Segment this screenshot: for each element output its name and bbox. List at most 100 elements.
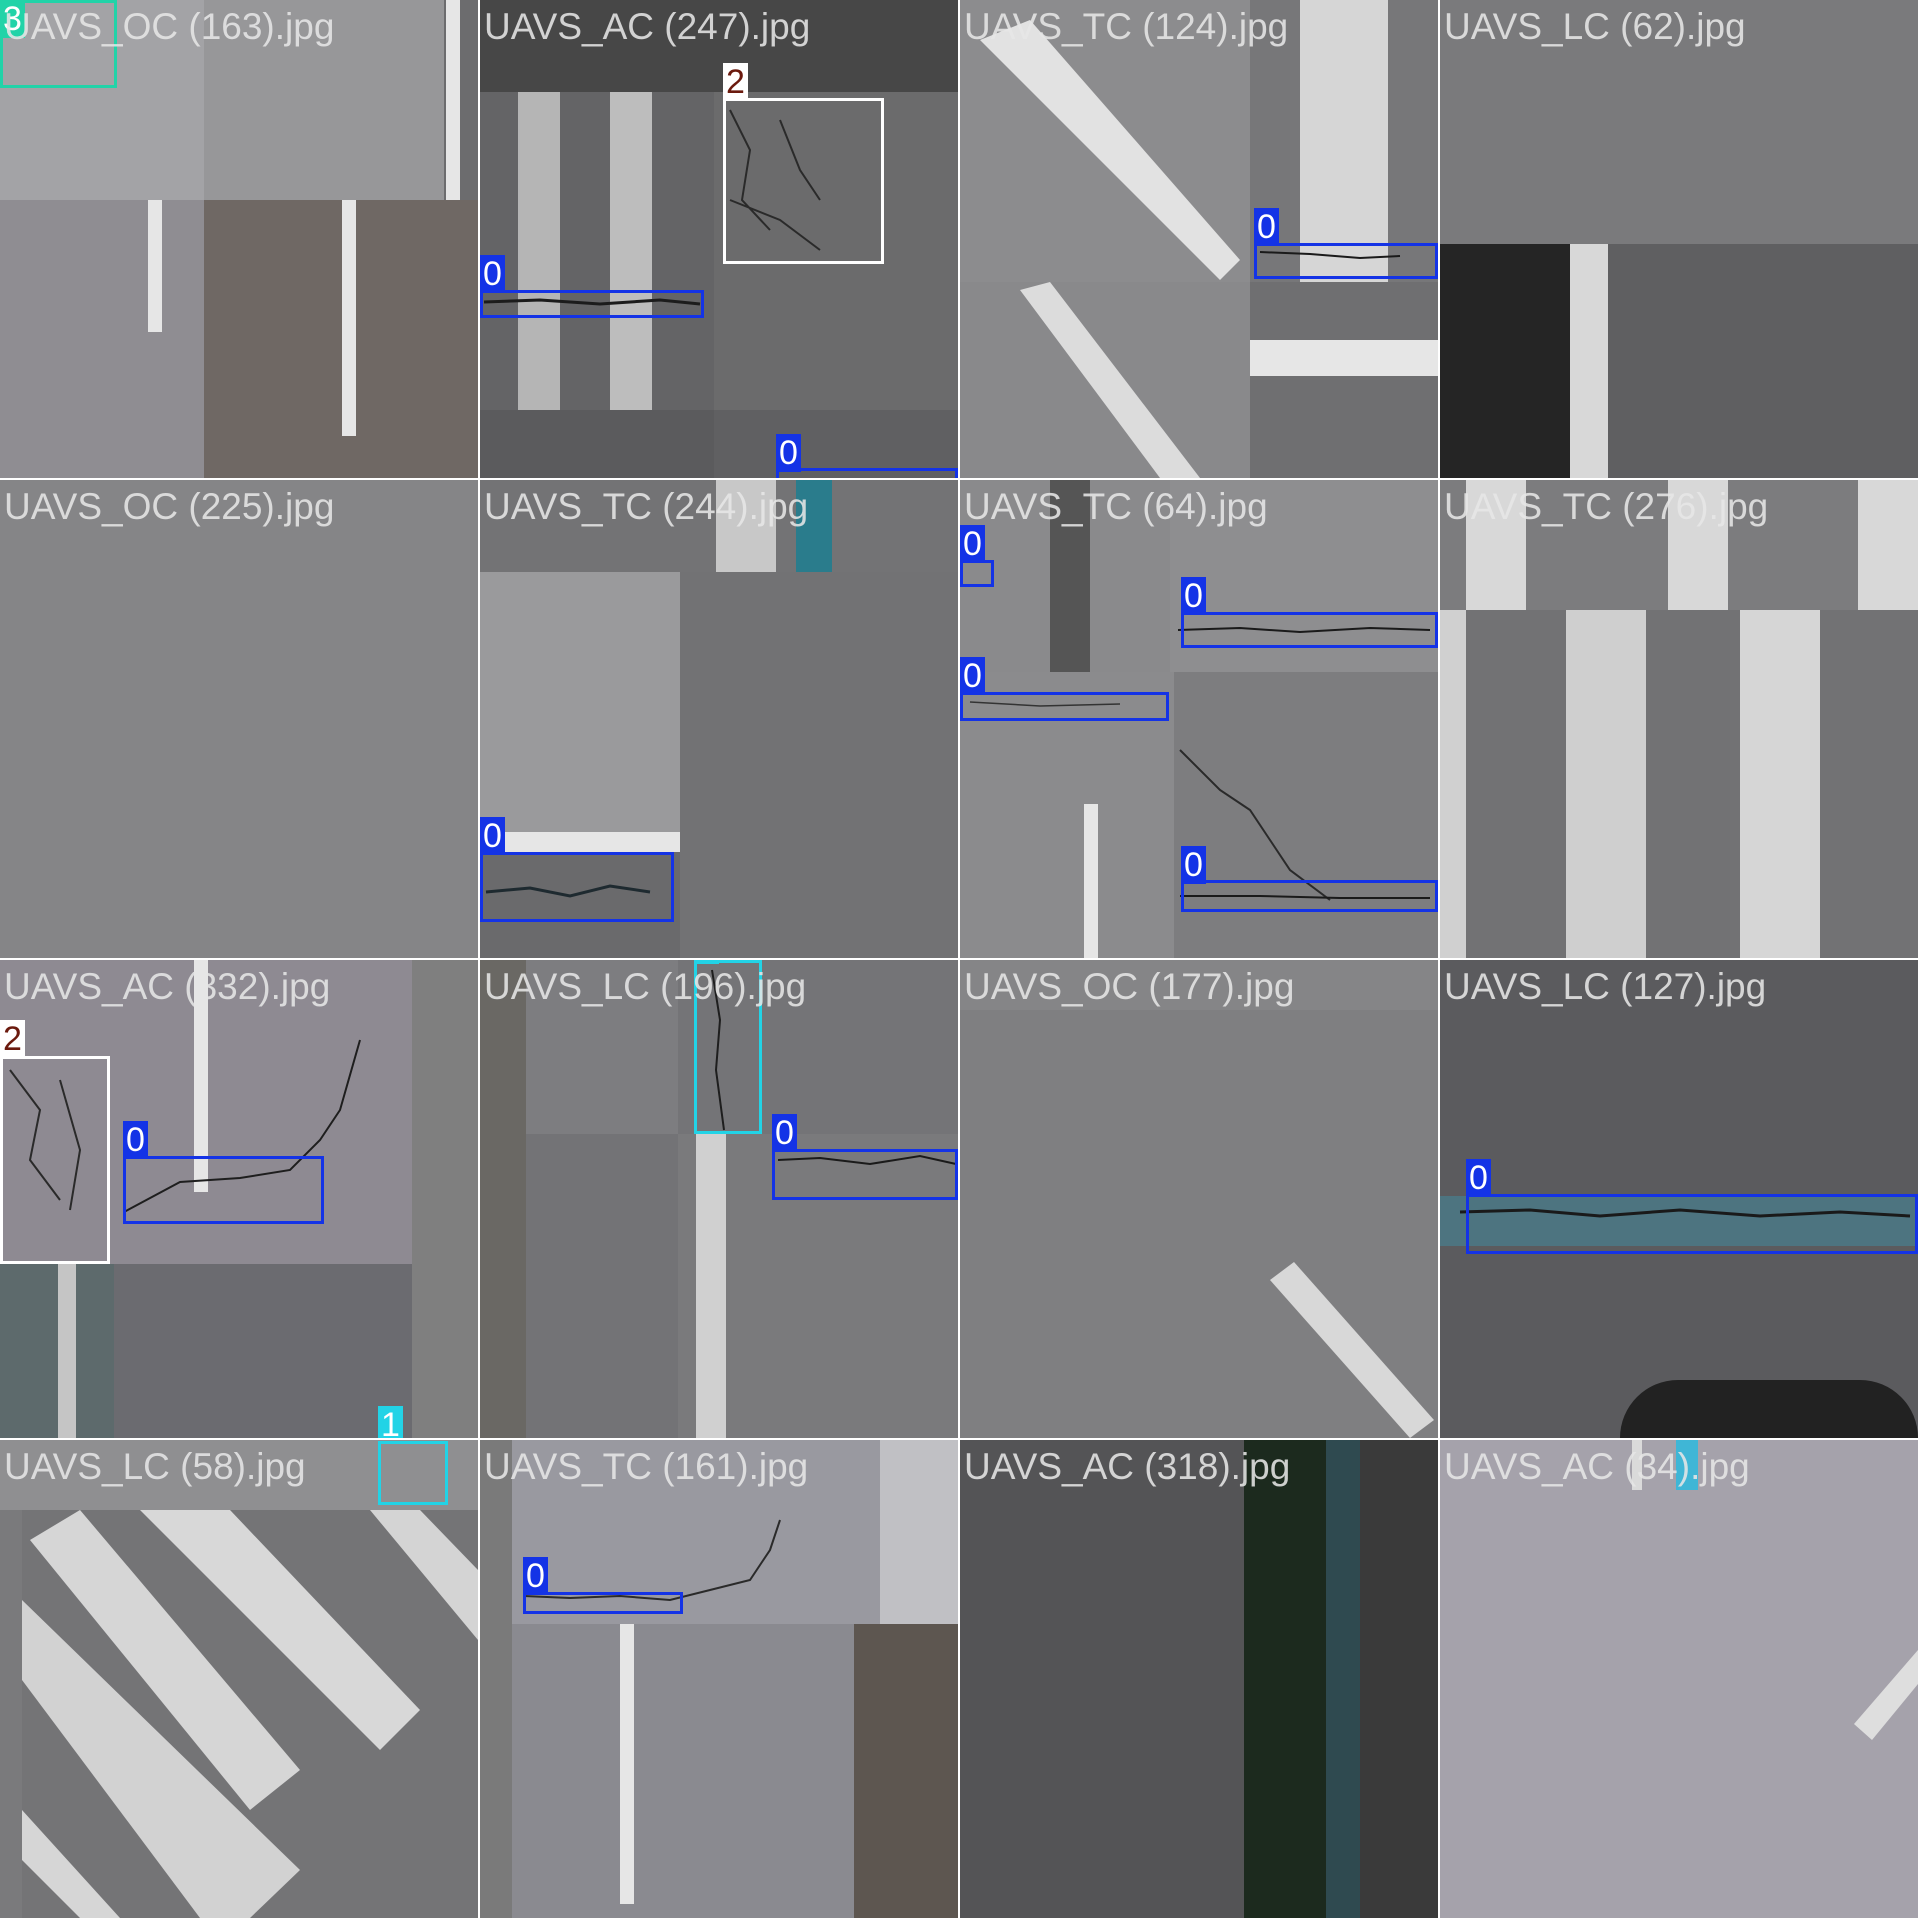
detection-box-class-0 xyxy=(523,1592,683,1614)
railing-patch xyxy=(796,480,832,572)
crosswalk-stripe xyxy=(1466,480,1526,610)
pavement-patch xyxy=(526,960,678,1134)
pavement-patch xyxy=(480,0,958,92)
detection-box-class-0 xyxy=(480,290,704,318)
pavement-patch xyxy=(0,480,478,958)
pavement-patch xyxy=(714,410,958,478)
detection-box-class-1 xyxy=(694,960,762,1134)
mosaic-tile: 1 0 UAVS_LC (196).jpg xyxy=(480,960,958,1438)
crosswalk-stripe xyxy=(1566,610,1646,958)
pavement-patch xyxy=(1608,244,1918,478)
detection-box-class-0 xyxy=(772,1149,958,1200)
railing-patch xyxy=(880,1440,958,1624)
detection-label: 1 xyxy=(378,1406,403,1438)
detection-label: 0 xyxy=(1181,577,1206,615)
pavement-patch xyxy=(480,852,680,958)
lane-marking xyxy=(1250,340,1438,376)
crosswalk-stripe xyxy=(518,92,560,410)
mosaic-tile: 3 UAVS_OC (163).jpg xyxy=(0,0,478,478)
railing-patch xyxy=(1632,1440,1642,1490)
detection-box-class-0 xyxy=(776,468,958,478)
detection-label: 0 xyxy=(123,1121,148,1159)
crosswalk-stripe xyxy=(610,92,652,410)
pavement-patch xyxy=(1440,0,1918,244)
curb-edge xyxy=(412,960,478,1438)
pavement-patch xyxy=(680,572,958,958)
railing-patch xyxy=(1050,480,1090,672)
detection-label: 0 xyxy=(1466,1159,1491,1197)
detection-label: 0 xyxy=(523,1557,548,1595)
curb-edge xyxy=(1360,1440,1438,1918)
pavement-patch xyxy=(1170,480,1438,672)
detection-label: 0 xyxy=(960,525,985,563)
crack-lines xyxy=(711,969,957,1166)
pavement-patch xyxy=(512,1624,854,1918)
pavement-patch xyxy=(526,1134,678,1438)
mosaic-tile: UAVS_LC (62).jpg xyxy=(1440,0,1918,478)
pavement-patch xyxy=(1440,1196,1918,1246)
mosaic-tile: UAVS_AC (34).jpg xyxy=(1440,1440,1918,1918)
mosaic-tile: 0 UAVS_TC (124).jpg xyxy=(960,0,1438,478)
mosaic-tile: 2 0 0 UAVS_AC (247).jpg xyxy=(480,0,958,478)
crack-lines xyxy=(1459,1208,1911,1218)
pavement-patch xyxy=(204,200,478,478)
detection-label: 0 xyxy=(772,1114,797,1152)
mosaic-tile: UAVS_TC (276).jpg xyxy=(1440,480,1918,958)
detection-box-class-1 xyxy=(378,1441,448,1505)
shadow-patch xyxy=(1440,244,1570,478)
detection-box-class-0 xyxy=(960,560,994,587)
curb-line xyxy=(58,1264,76,1438)
crack-lines xyxy=(523,1519,781,1602)
lane-marking xyxy=(1854,1650,1918,1740)
pavement-patch xyxy=(960,960,1438,1010)
crosswalk-stripe xyxy=(1858,480,1918,610)
pavement-patch xyxy=(0,1510,22,1918)
detection-box-class-0 xyxy=(1181,612,1438,648)
crack-lines xyxy=(9,1039,361,1213)
pavement-patch xyxy=(0,1264,114,1438)
railing-patch xyxy=(716,480,776,572)
pavement-patch xyxy=(1250,282,1438,478)
mosaic-tile: UAVS_OC (225).jpg xyxy=(0,480,478,958)
mosaic-tile: UAVS_OC (177).jpg xyxy=(960,960,1438,1438)
detection-label: 0 xyxy=(776,434,801,472)
pavement-patch xyxy=(480,410,714,478)
detection-box-class-0 xyxy=(123,1156,324,1224)
pavement-patch xyxy=(1440,1440,1918,1918)
pavement-patch xyxy=(480,1440,512,1918)
pavement-patch xyxy=(114,1264,412,1438)
detection-label: 0 xyxy=(1254,208,1279,246)
lane-marking xyxy=(696,1134,726,1438)
pavement-patch xyxy=(1440,610,1918,958)
road-arrow xyxy=(980,20,1401,478)
mosaic-tile: 0 UAVS_TC (161).jpg xyxy=(480,1440,958,1918)
lane-marking xyxy=(342,200,356,436)
mosaic-tile: 0 0 0 0 UAVS_TC (64).jpg xyxy=(960,480,1438,958)
crosswalk-stripe xyxy=(1740,610,1820,958)
pavement-patch xyxy=(854,1624,958,1918)
detection-label: 2 xyxy=(0,1020,25,1058)
crack-lines xyxy=(483,109,821,306)
detection-box-class-0 xyxy=(480,852,674,922)
pavement-patch xyxy=(204,0,444,200)
detection-label: 2 xyxy=(723,63,748,101)
crosswalk-stripes xyxy=(22,1510,478,1918)
pavement-patch xyxy=(480,960,526,1438)
detection-box-class-3 xyxy=(0,0,117,88)
pavement-patch xyxy=(960,1440,1244,1918)
vegetation-patch xyxy=(1244,1440,1326,1918)
detection-label: 0 xyxy=(1181,846,1206,884)
mosaic-tile: UAVS_AC (318).jpg xyxy=(960,1440,1438,1918)
curb-line xyxy=(446,0,460,200)
crosswalk-stripe xyxy=(1440,610,1466,958)
detection-label: 1 xyxy=(694,960,719,964)
lane-marking xyxy=(194,960,208,1192)
lane-marking xyxy=(620,1624,634,1904)
lane-marking xyxy=(480,832,680,852)
detection-box-class-0 xyxy=(1181,880,1438,912)
detection-box-class-2 xyxy=(723,98,884,264)
pavement-patch xyxy=(0,200,204,478)
mosaic-tile: UAVS_LC (58).jpg xyxy=(0,1440,478,1918)
detection-label: 0 xyxy=(480,255,505,293)
